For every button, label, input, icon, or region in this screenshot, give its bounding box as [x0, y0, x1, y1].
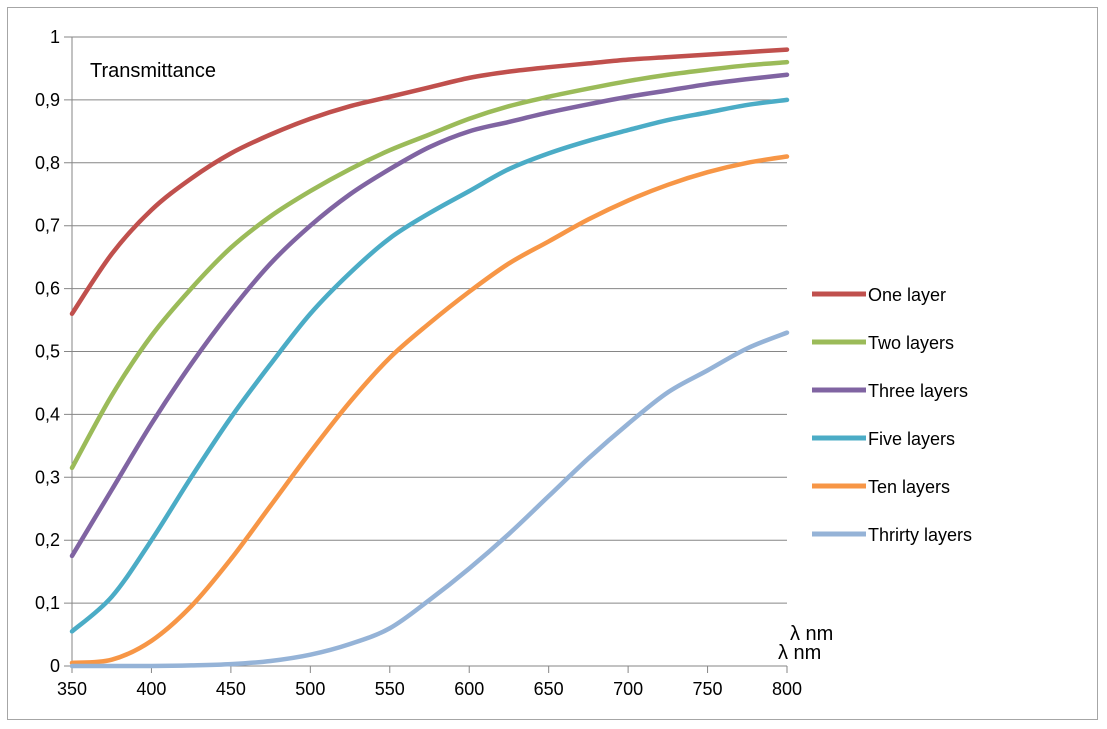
- legend-label-five-layers: Five layers: [868, 429, 955, 449]
- y-tick-label: 0,2: [35, 530, 60, 550]
- y-tick-label: 0,8: [35, 153, 60, 173]
- series-line-three-layers: [69, 72, 790, 559]
- series-line-ten-layers: [69, 154, 790, 666]
- series-line-thrirty-layers: [69, 330, 790, 669]
- series-line-two-layers: [69, 59, 790, 471]
- legend-label-thrirty-layers: Thrirty layers: [868, 525, 972, 545]
- gridlines: [64, 36, 788, 673]
- y-tick-label: 0,6: [35, 279, 60, 299]
- x-tick-label: 500: [295, 679, 325, 699]
- y-tick-label: 0: [50, 656, 60, 676]
- legend: One layer Two layers Three layers Five laye…: [812, 285, 972, 545]
- x-axis-label: λ nm: [790, 623, 833, 645]
- y-tick-label: 1: [50, 27, 60, 47]
- legend-label-one-layer: One layer: [868, 285, 946, 305]
- legend-label-three-layers: Three layers: [868, 381, 968, 401]
- annotation-transmittance: Transmittance: [90, 60, 216, 82]
- x-tick-label: 400: [136, 679, 166, 699]
- x-tick-label: 600: [454, 679, 484, 699]
- series-line-one-layer: [69, 47, 790, 317]
- x-tick-label: 650: [534, 679, 564, 699]
- legend-label-two-layers: Two layers: [868, 333, 954, 353]
- x-tick-label: 800: [772, 679, 802, 699]
- series-line-five-layers: [69, 97, 790, 634]
- y-tick-label: 0,5: [35, 342, 60, 362]
- legend-label-ten-layers: Ten layers: [868, 477, 950, 497]
- x-tick-label: 450: [216, 679, 246, 699]
- y-tick-label: 0,4: [35, 404, 60, 424]
- x-tick-label: 350: [57, 679, 87, 699]
- x-tick-label: 750: [693, 679, 723, 699]
- x-axis-label-repeat: λ nm: [778, 642, 821, 664]
- y-tick-label: 0,1: [35, 593, 60, 613]
- x-tick-label: 550: [375, 679, 405, 699]
- x-axis-tick-labels: 350 400 450 500 550 600 650 700 750 800: [57, 679, 802, 699]
- y-tick-label: 0,3: [35, 467, 60, 487]
- x-tick-label: 700: [613, 679, 643, 699]
- y-axis-tick-labels: 0 0,1 0,2 0,3 0,4 0,5 0,6 0,7 0,8 0,9 1: [35, 27, 60, 676]
- series-lines: [69, 47, 790, 669]
- y-tick-label: 0,9: [35, 90, 60, 110]
- y-tick-label: 0,7: [35, 216, 60, 236]
